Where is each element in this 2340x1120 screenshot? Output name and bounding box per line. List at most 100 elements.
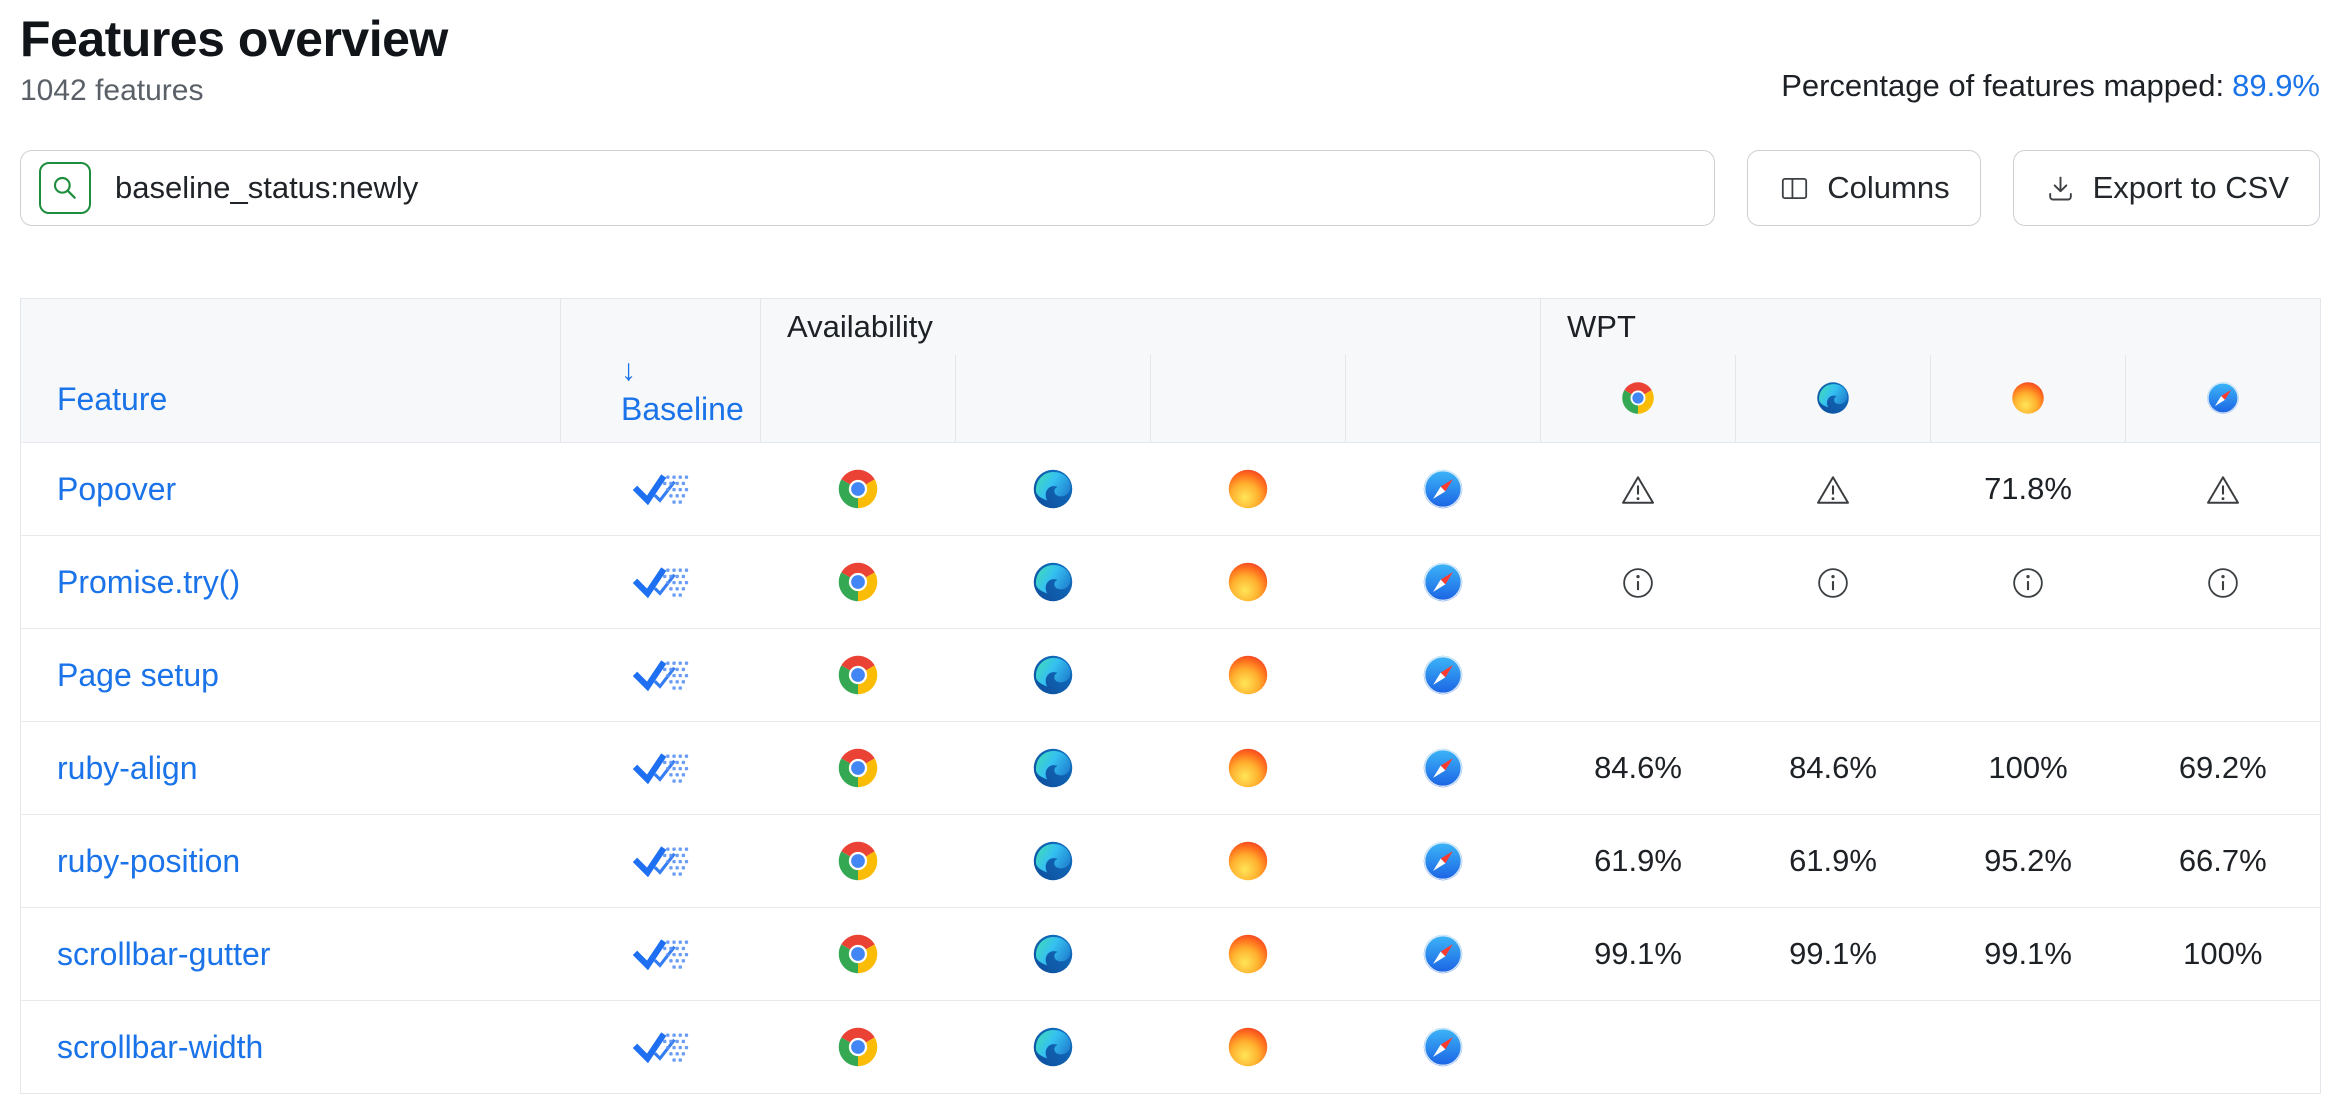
features-overview-page: Features overview 1042 features Percenta… [20,0,2322,1094]
wpt-score: 84.6% [1594,750,1682,785]
baseline-status-cell [560,814,761,908]
wpt-subheader-chrome [1540,354,1736,443]
search-input[interactable] [113,151,1697,225]
safari-icon [1421,560,1465,604]
mapped-percentage-link[interactable]: 89.9% [2232,68,2320,103]
firefox-icon [1226,560,1270,604]
availability-subheader-firefox [1150,354,1346,443]
wpt-cell-safari [2125,535,2321,629]
feature-link[interactable]: scrollbar-width [57,1028,264,1065]
feature-link[interactable]: scrollbar-gutter [57,935,271,972]
info-icon[interactable] [2205,565,2241,601]
baseline-newly-icon [632,935,690,973]
columns-button-label: Columns [1827,170,1950,205]
title-block: Features overview 1042 features [20,10,448,108]
info-icon[interactable] [1620,565,1656,601]
column-header-feature[interactable]: Feature [20,298,561,443]
table-row: ruby-align 84.6% 84.6% 100% 69.2% [20,721,2321,815]
table-row: scrollbar-gutter 99.1% 99.1% 99.1% 100% [20,907,2321,1001]
wpt-cell-edge [1735,628,1931,722]
table-row: ruby-position 61.9% 61.9% 95.2% 66.7% [20,814,2321,908]
baseline-newly-icon [632,1028,690,1066]
wpt-score: 99.1% [1594,936,1682,971]
chrome-icon [836,839,880,883]
warning-icon[interactable] [1815,472,1851,508]
feature-link[interactable]: ruby-position [57,842,241,879]
baseline-status-cell [560,442,761,536]
page-header: Features overview 1042 features Percenta… [20,10,2320,108]
feature-count: 1042 features [20,74,204,107]
download-icon [2044,172,2077,205]
feature-link[interactable]: Page setup [57,656,219,693]
feature-cell: scrollbar-width [20,1000,561,1094]
warning-icon[interactable] [2205,472,2241,508]
availability-cell-firefox [1150,1000,1346,1094]
availability-cell-edge [955,442,1151,536]
group-header-wpt: WPT [1540,298,2321,355]
wpt-cell-safari [2125,1000,2321,1094]
baseline-column-label: Baseline [621,391,744,427]
chrome-icon [836,746,880,790]
wpt-cell-safari [2125,628,2321,722]
warning-icon[interactable] [1620,472,1656,508]
feature-link[interactable]: Popover [57,470,177,507]
availability-cell-safari [1345,535,1541,629]
columns-button[interactable]: Columns [1747,150,1981,226]
chrome-icon [836,1025,880,1069]
feature-link[interactable]: ruby-align [57,749,198,786]
wpt-cell-chrome [1540,628,1736,722]
wpt-score: 71.8% [1984,471,2072,506]
group-header-availability: Availability [759,298,1541,355]
table-row: scrollbar-width [20,1000,2321,1094]
table-row: Popover 71.8% [20,442,2321,536]
baseline-newly-icon [632,842,690,880]
chrome-icon [836,560,880,604]
wpt-cell-firefox: 100% [1930,721,2126,815]
availability-cell-chrome [760,442,956,536]
safari-icon [2205,380,2241,416]
wpt-subheader-edge [1735,354,1931,443]
info-icon[interactable] [1815,565,1851,601]
edge-icon [1031,653,1075,697]
table-row: Promise.try() [20,535,2321,629]
columns-layout-icon [1778,172,1811,205]
wpt-cell-edge [1735,442,1931,536]
chrome-icon [836,932,880,976]
wpt-score: 61.9% [1594,843,1682,878]
export-csv-button-label: Export to CSV [2092,170,2289,205]
availability-cell-chrome [760,535,956,629]
features-table-body: Popover 71.8% Promise.try() Page setup r… [20,442,2321,1094]
wpt-score: 99.1% [1789,936,1877,971]
availability-cell-firefox [1150,628,1346,722]
feature-link[interactable]: Promise.try() [57,563,241,600]
wpt-score: 95.2% [1984,843,2072,878]
chrome-icon [1620,380,1656,416]
wpt-score: 100% [2183,936,2263,971]
wpt-score: 100% [1988,750,2068,785]
firefox-icon [2010,380,2046,416]
availability-cell-chrome [760,814,956,908]
edge-icon [1031,746,1075,790]
feature-cell: Promise.try() [20,535,561,629]
wpt-cell-firefox [1930,535,2126,629]
firefox-icon [1226,653,1270,697]
wpt-cell-firefox: 99.1% [1930,907,2126,1001]
search-icon[interactable] [39,162,91,214]
wpt-cell-firefox: 95.2% [1930,814,2126,908]
safari-icon [1421,746,1465,790]
wpt-cell-edge: 99.1% [1735,907,1931,1001]
group-header-row: Feature ↓ Baseline Availability WPT [20,298,2321,443]
toolbar: Columns Export to CSV [20,150,2320,226]
baseline-status-cell [560,907,761,1001]
availability-cell-edge [955,535,1151,629]
availability-cell-firefox [1150,907,1346,1001]
column-header-baseline[interactable]: ↓ Baseline [560,298,761,443]
feature-cell: ruby-position [20,814,561,908]
wpt-cell-safari: 66.7% [2125,814,2321,908]
export-csv-button[interactable]: Export to CSV [2012,150,2320,226]
wpt-score: 66.7% [2178,843,2267,878]
availability-cell-safari [1345,1000,1541,1094]
wpt-cell-edge: 61.9% [1735,814,1931,908]
info-icon[interactable] [2010,565,2046,601]
baseline-newly-icon [632,656,690,694]
